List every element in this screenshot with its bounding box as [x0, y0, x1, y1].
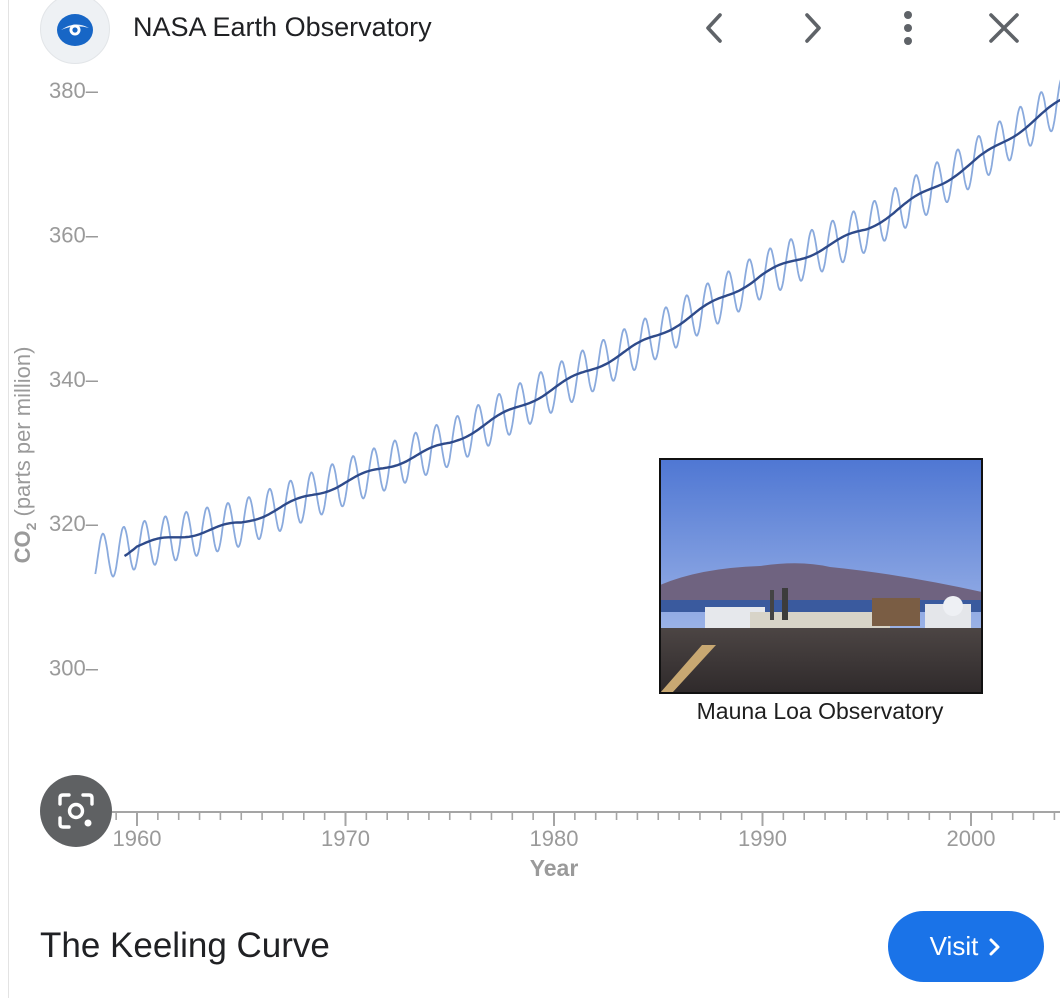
y-tick-label: 360– [49, 222, 99, 247]
x-tick-label: 2000 [947, 826, 996, 851]
series-trend-line [123, 98, 1060, 558]
x-tick-label: 1970 [321, 826, 370, 851]
previous-button[interactable] [693, 6, 737, 50]
site-favicon[interactable] [40, 0, 110, 64]
more-vert-icon [904, 11, 912, 45]
series-monthly-line [94, 79, 1060, 578]
y-tick-label: 320– [49, 511, 99, 536]
result-header: NASA Earth Observatory [0, 0, 1060, 64]
site-name[interactable]: NASA Earth Observatory [133, 12, 432, 42]
close-icon [989, 13, 1019, 43]
next-button[interactable] [790, 6, 834, 50]
y-axis-label-sub: 2 [23, 522, 39, 530]
y-axis-label-main: CO [10, 530, 35, 563]
x-tick-label: 1980 [530, 826, 579, 851]
y-axis-label-rest: (parts per million) [10, 347, 35, 523]
chevron-right-icon [805, 13, 821, 43]
lens-search-button[interactable] [40, 775, 112, 847]
keeling-curve-chart[interactable]: 280–300–320–340–360–380– CO2 (parts per … [0, 60, 1060, 900]
close-button[interactable] [982, 6, 1026, 50]
x-axis: 1960 1970 1980 1990 2000 [94, 812, 1056, 851]
y-axis-label: CO2 (parts per million) [10, 347, 39, 564]
x-tick-label: 1960 [113, 826, 162, 851]
chevron-left-icon [706, 13, 722, 43]
x-tick-label: 1990 [738, 826, 787, 851]
y-tick-label: 380– [49, 78, 99, 103]
visit-button[interactable]: Visit [888, 911, 1044, 982]
chevron-right-icon [989, 938, 1000, 955]
y-tick-label: 300– [49, 656, 99, 681]
x-axis-label: Year [530, 855, 579, 881]
y-tick-label: 340– [49, 367, 99, 392]
result-title[interactable]: The Keeling Curve [40, 926, 330, 965]
image-search-icon [58, 793, 94, 829]
nasa-eo-logo-icon [57, 14, 93, 46]
visit-label: Visit [929, 931, 979, 961]
inset-caption: Mauna Loa Observatory [697, 698, 944, 724]
panel-border [8, 0, 9, 998]
more-options-button[interactable] [886, 6, 930, 50]
y-axis: 280–300–320–340–360–380– [49, 78, 99, 825]
mauna-loa-photo [659, 458, 983, 694]
